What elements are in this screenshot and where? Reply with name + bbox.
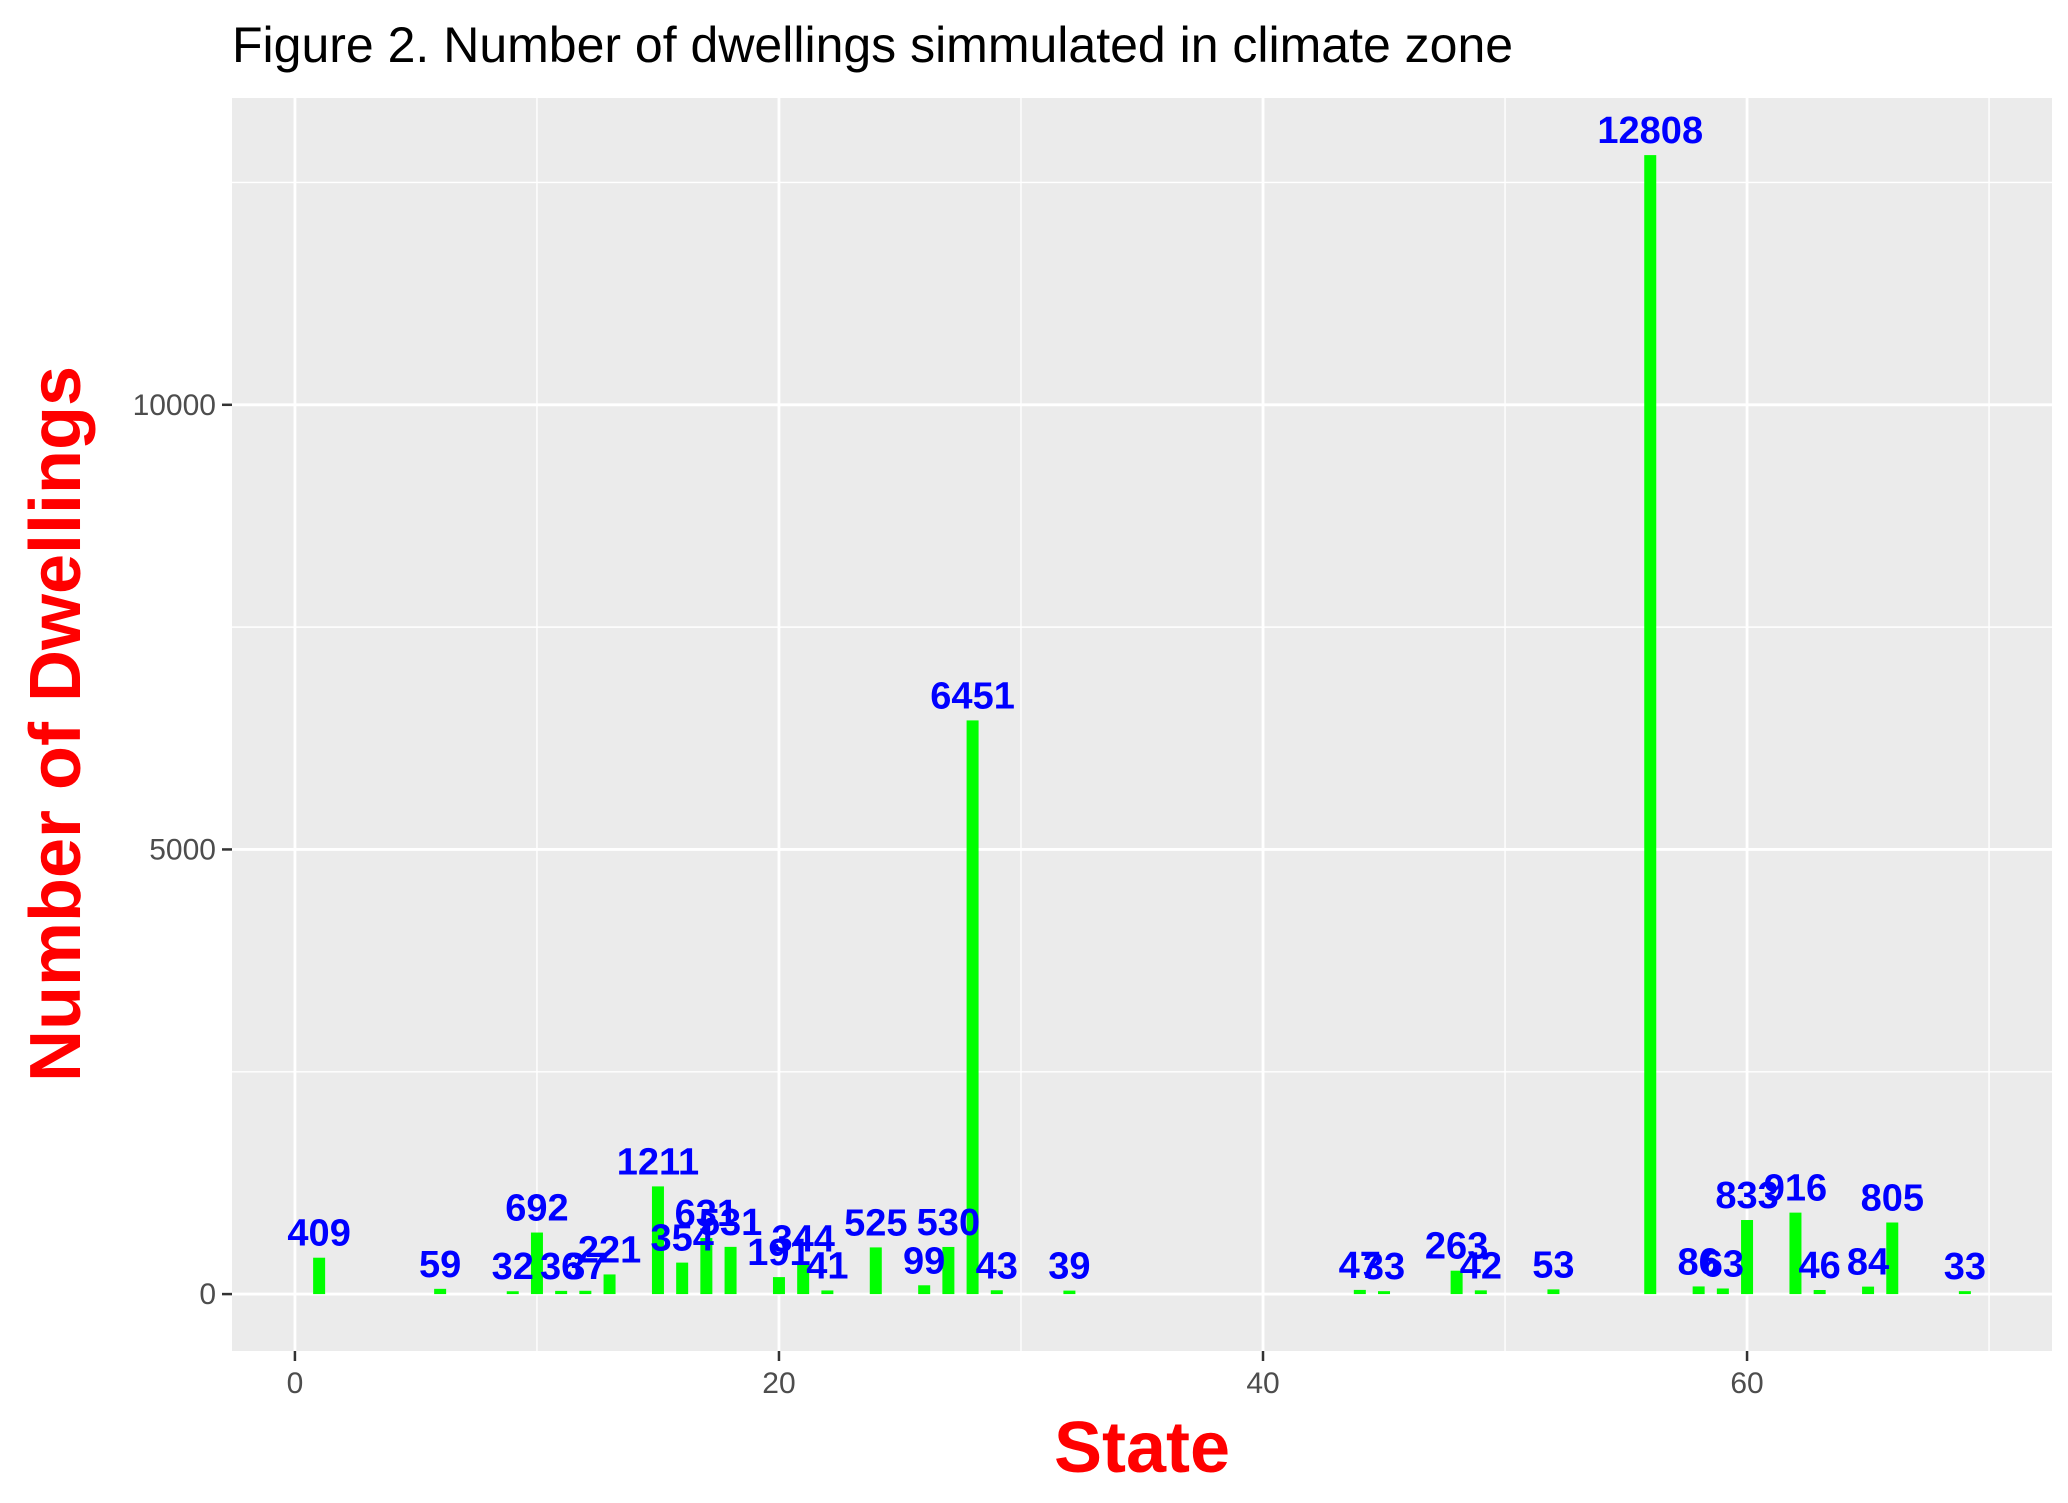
- data-label: 525: [844, 1202, 907, 1244]
- data-label: 32: [492, 1246, 534, 1288]
- bar: [990, 1290, 1003, 1295]
- bar: [1862, 1286, 1875, 1295]
- data-label: 59: [419, 1244, 461, 1286]
- data-label: 12808: [1597, 110, 1703, 152]
- bar: [530, 1232, 543, 1295]
- bar: [603, 1274, 616, 1295]
- bar: [1644, 155, 1657, 1295]
- bar: [1378, 1291, 1391, 1295]
- bar: [966, 720, 979, 1295]
- bar: [1741, 1220, 1754, 1295]
- data-label: 344: [771, 1218, 834, 1260]
- data-label: 631: [675, 1193, 738, 1235]
- bar: [918, 1285, 931, 1295]
- data-label: 409: [287, 1213, 350, 1255]
- data-label: 33: [1363, 1246, 1405, 1288]
- bar: [1063, 1290, 1076, 1295]
- chart-title: Figure 2. Number of dwellings simmulated…: [232, 17, 1513, 73]
- bar: [1450, 1270, 1463, 1295]
- data-label: 36: [540, 1246, 582, 1288]
- data-label: 530: [917, 1202, 980, 1244]
- x-tick-label: 60: [1730, 1367, 1763, 1400]
- bar: [1474, 1290, 1487, 1295]
- data-label: 263: [1425, 1226, 1488, 1268]
- data-label: 37: [564, 1246, 606, 1288]
- data-label: 46: [1799, 1245, 1841, 1287]
- data-label: 39: [1048, 1246, 1090, 1288]
- data-label: 63: [1702, 1243, 1744, 1285]
- data-label: 916: [1764, 1168, 1827, 1210]
- minor-gridlines: [232, 98, 2052, 1351]
- y-tick-label: 5000: [149, 833, 216, 866]
- data-label: 84: [1847, 1242, 1889, 1284]
- data-label: 99: [903, 1240, 945, 1282]
- bar: [506, 1291, 519, 1295]
- bar: [772, 1277, 785, 1295]
- x-axis-title: State: [1054, 1408, 1230, 1488]
- x-axis: 0 20 40 60: [287, 1351, 1764, 1400]
- x-tick-label: 20: [762, 1367, 795, 1400]
- bar: [434, 1288, 447, 1295]
- data-label: 6451: [930, 675, 1015, 717]
- bar: [579, 1290, 592, 1295]
- x-tick-label: 0: [287, 1367, 304, 1400]
- bar: [651, 1186, 664, 1295]
- bar: [1692, 1286, 1705, 1295]
- bar: [1547, 1289, 1560, 1295]
- data-label: 221: [578, 1229, 641, 1271]
- bar: [555, 1290, 568, 1295]
- bar: [1886, 1222, 1899, 1295]
- bar: [942, 1246, 955, 1295]
- data-label: 1211: [617, 1141, 699, 1183]
- bar: [700, 1237, 713, 1295]
- data-label: 354: [650, 1218, 713, 1260]
- bar: [676, 1262, 689, 1295]
- data-label: 191: [747, 1232, 810, 1274]
- data-label: 42: [1460, 1245, 1502, 1287]
- data-label: 47: [1339, 1245, 1381, 1287]
- y-axis-title: Number of Dwellings: [16, 366, 96, 1082]
- bar: [1958, 1291, 1971, 1295]
- y-tick-label: 10000: [133, 389, 216, 422]
- y-tick-label: 0: [199, 1278, 216, 1311]
- data-label: 86: [1678, 1241, 1720, 1283]
- bar: [797, 1263, 810, 1295]
- bars: [313, 155, 1971, 1295]
- data-label: 43: [976, 1245, 1018, 1287]
- bar: [1353, 1289, 1366, 1295]
- bar: [1813, 1289, 1826, 1295]
- bar: [724, 1246, 737, 1295]
- bar: [821, 1290, 834, 1295]
- data-label: 805: [1861, 1177, 1924, 1219]
- data-label: 41: [806, 1245, 848, 1287]
- data-label: 33: [1944, 1246, 1986, 1288]
- data-label: 53: [1532, 1244, 1574, 1286]
- plot-panel: [232, 98, 2052, 1351]
- data-label: 833: [1715, 1175, 1778, 1217]
- bar: [869, 1247, 882, 1295]
- x-tick-label: 40: [1246, 1367, 1279, 1400]
- bar: [1716, 1288, 1729, 1295]
- bar: [1789, 1212, 1802, 1295]
- data-label: 692: [505, 1188, 568, 1230]
- bar: [313, 1257, 326, 1295]
- y-axis: 0 5000 10000: [133, 389, 232, 1311]
- data-label: 531: [699, 1202, 762, 1244]
